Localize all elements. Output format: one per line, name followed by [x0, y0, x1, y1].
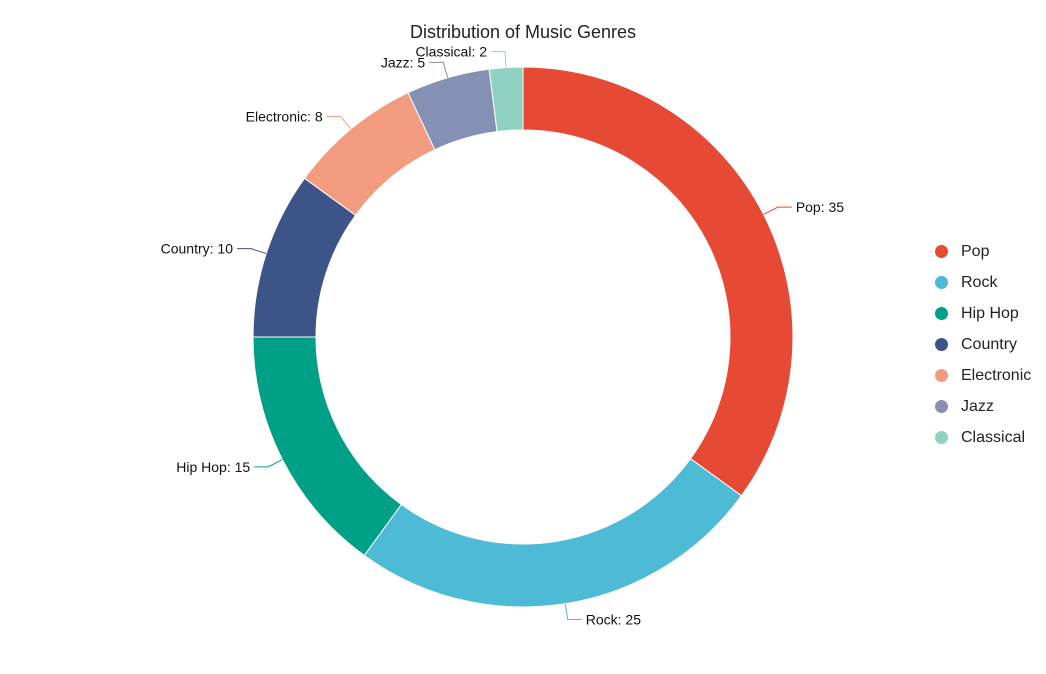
legend-label: Pop — [961, 242, 990, 260]
legend-label: Hip Hop — [961, 304, 1019, 322]
legend-swatch-icon — [935, 400, 948, 413]
leader-line-classical — [491, 51, 507, 68]
leader-line-electronic — [326, 116, 352, 130]
legend-swatch-icon — [935, 431, 948, 444]
legend-item-jazz[interactable]: Jazz — [935, 391, 1031, 422]
leader-line-pop — [763, 206, 792, 215]
legend-label: Country — [961, 335, 1018, 353]
legend-item-hip-hop[interactable]: Hip Hop — [935, 298, 1031, 329]
legend-item-classical[interactable]: Classical — [935, 422, 1031, 453]
legend-swatch-icon — [935, 245, 948, 258]
data-label-rock: Rock: 25 — [586, 611, 641, 627]
leader-line-country — [236, 248, 267, 255]
legend-item-rock[interactable]: Rock — [935, 267, 1031, 298]
legend-item-pop[interactable]: Pop — [935, 236, 1031, 267]
legend-swatch-icon — [935, 276, 948, 289]
slice-classical — [488, 66, 524, 133]
data-label-country: Country: 10 — [161, 241, 234, 257]
legend-swatch-icon — [935, 338, 948, 351]
legend-swatch-icon — [935, 307, 948, 320]
legend-label: Rock — [961, 273, 998, 291]
data-label-classical: Classical: 2 — [415, 44, 487, 60]
legend-label: Jazz — [961, 397, 994, 415]
legend-swatch-icon — [935, 369, 948, 382]
slice-hip-hop — [252, 336, 403, 557]
chart-title: Distribution of Music Genres — [409, 22, 637, 42]
slice-rock — [363, 457, 743, 608]
leader-line-jazz — [429, 61, 449, 78]
legend-label: Electronic — [961, 366, 1032, 384]
data-label-jazz: Jazz: 5 — [381, 54, 426, 70]
slice-pop — [522, 66, 794, 497]
data-label-pop: Pop: 35 — [796, 199, 844, 215]
leader-line-rock — [564, 603, 582, 620]
legend-item-country[interactable]: Country — [935, 329, 1031, 360]
data-label-electronic: Electronic: 8 — [246, 109, 323, 125]
legend-item-electronic[interactable]: Electronic — [935, 360, 1031, 391]
legend-label: Classical — [961, 428, 1026, 446]
data-label-hip-hop: Hip Hop: 15 — [176, 459, 250, 475]
leader-line-hip-hop — [254, 459, 283, 468]
legend: Pop Rock Hip Hop Country Electronic Jazz Class… — [935, 236, 1031, 453]
